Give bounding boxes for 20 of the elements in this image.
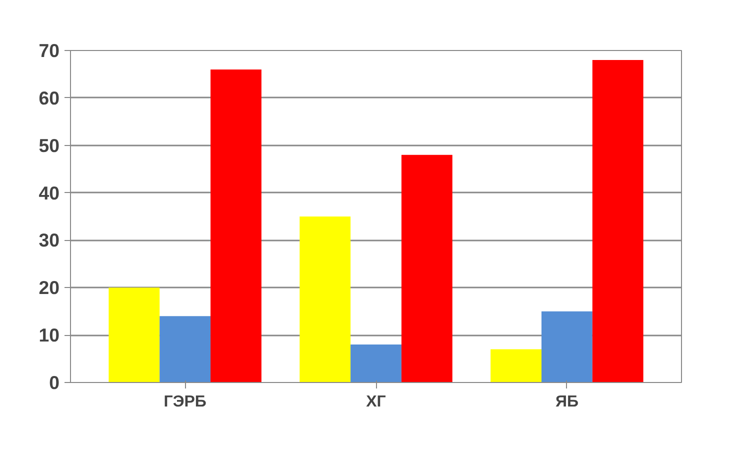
bar xyxy=(490,349,542,382)
bar xyxy=(210,69,262,382)
y-tick-label: 60 xyxy=(38,87,60,108)
bar xyxy=(108,288,160,382)
bar xyxy=(592,60,644,382)
bar xyxy=(160,316,211,382)
x-tick-label: ГЭРБ xyxy=(164,394,206,410)
bar xyxy=(300,216,351,382)
x-tick-label: ЯБ xyxy=(555,394,578,410)
y-tick-label: 40 xyxy=(38,182,60,204)
y-tick-label: 70 xyxy=(38,40,60,61)
y-tick-label: 30 xyxy=(38,230,60,251)
bar xyxy=(401,154,452,382)
y-tick-label: 0 xyxy=(49,372,60,393)
x-tick-label: ХГ xyxy=(366,394,386,410)
y-tick-label: 50 xyxy=(38,134,60,156)
bar xyxy=(350,344,402,382)
y-tick-label: 10 xyxy=(38,324,60,346)
y-tick-label: 20 xyxy=(38,277,60,298)
bar xyxy=(541,311,592,382)
